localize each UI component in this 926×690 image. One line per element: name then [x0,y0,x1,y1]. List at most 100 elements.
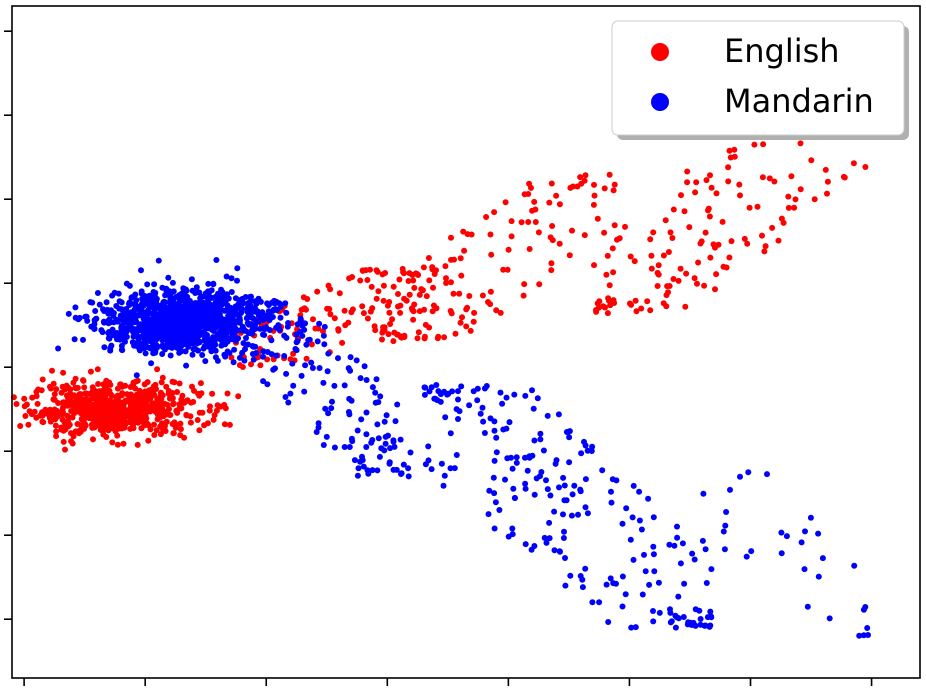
point-english [737,192,743,199]
point-mandarin [503,394,510,401]
point-mandarin [650,551,657,558]
point-english [713,190,720,197]
point-mandarin [582,504,589,511]
point-mandarin [197,298,204,305]
point-english [77,428,84,435]
point-mandarin [264,381,271,388]
point-english [145,437,152,444]
point-english [491,209,498,216]
point-english [416,291,423,298]
point-english [127,425,134,432]
point-mandarin [143,344,150,350]
point-english [65,413,72,420]
point-mandarin [170,295,177,302]
point-mandarin [815,530,822,537]
point-english [386,299,393,305]
point-english [705,207,711,214]
point-english [120,440,127,447]
point-mandarin [123,333,130,340]
point-mandarin [187,307,194,314]
point-english [569,183,576,190]
point-mandarin [324,368,331,375]
legend-marker-english [651,43,669,61]
point-mandarin [228,289,235,295]
point-english [578,180,585,187]
point-english [375,288,382,295]
point-english [497,309,504,316]
point-english [114,396,121,403]
point-english [87,368,94,375]
point-english [68,430,74,437]
point-mandarin [103,299,110,306]
point-english [412,270,419,277]
point-mandarin [110,311,116,318]
point-mandarin [390,438,397,445]
point-mandarin [346,444,353,450]
point-english [360,310,367,317]
point-english [647,307,654,314]
point-mandarin [603,581,610,588]
point-english [601,185,608,192]
point-mandarin [247,303,254,310]
point-mandarin [692,606,699,613]
point-english [665,249,672,255]
point-english [395,291,401,297]
point-english [60,438,67,445]
point-mandarin [531,437,538,444]
point-mandarin [722,522,729,529]
point-mandarin [265,302,272,309]
point-mandarin [481,385,488,392]
point-mandarin [224,334,231,341]
point-mandarin [679,540,686,547]
point-english [159,374,166,381]
point-mandarin [354,427,361,434]
point-english [389,316,396,323]
point-english [310,316,316,323]
point-mandarin [391,443,398,450]
point-mandarin [560,474,567,481]
point-mandarin [341,444,348,450]
point-mandarin [363,409,370,416]
point-mandarin [646,581,653,588]
point-mandarin [249,351,256,357]
point-english [183,398,190,404]
point-mandarin [94,290,101,296]
point-mandarin [89,299,96,306]
point-mandarin [737,473,743,480]
point-mandarin [582,442,589,449]
point-english [667,229,674,236]
point-mandarin [88,323,95,330]
point-english [684,168,691,175]
point-english [331,315,338,322]
point-mandarin [672,624,679,631]
point-english [47,406,54,413]
point-mandarin [126,300,132,307]
point-english [109,392,116,399]
point-english [660,300,667,307]
point-mandarin [493,449,500,456]
point-mandarin [671,542,678,549]
point-mandarin [748,548,755,555]
point-mandarin [675,615,682,622]
point-english [59,383,66,390]
point-mandarin [132,314,139,321]
point-english [162,428,169,434]
point-english [248,361,254,368]
point-mandarin [860,606,867,613]
point-mandarin [197,330,204,337]
point-mandarin [630,556,637,563]
point-english [611,222,618,229]
point-english [426,277,433,284]
point-english [448,310,455,317]
point-mandarin [531,543,538,549]
point-mandarin [116,305,123,312]
point-mandarin [529,387,535,394]
point-english [131,417,138,424]
point-english [791,204,798,211]
point-english [47,383,53,390]
point-english [525,219,532,225]
point-english [536,281,543,288]
point-mandarin [301,388,308,395]
point-mandarin [584,447,591,454]
point-mandarin [529,452,536,459]
